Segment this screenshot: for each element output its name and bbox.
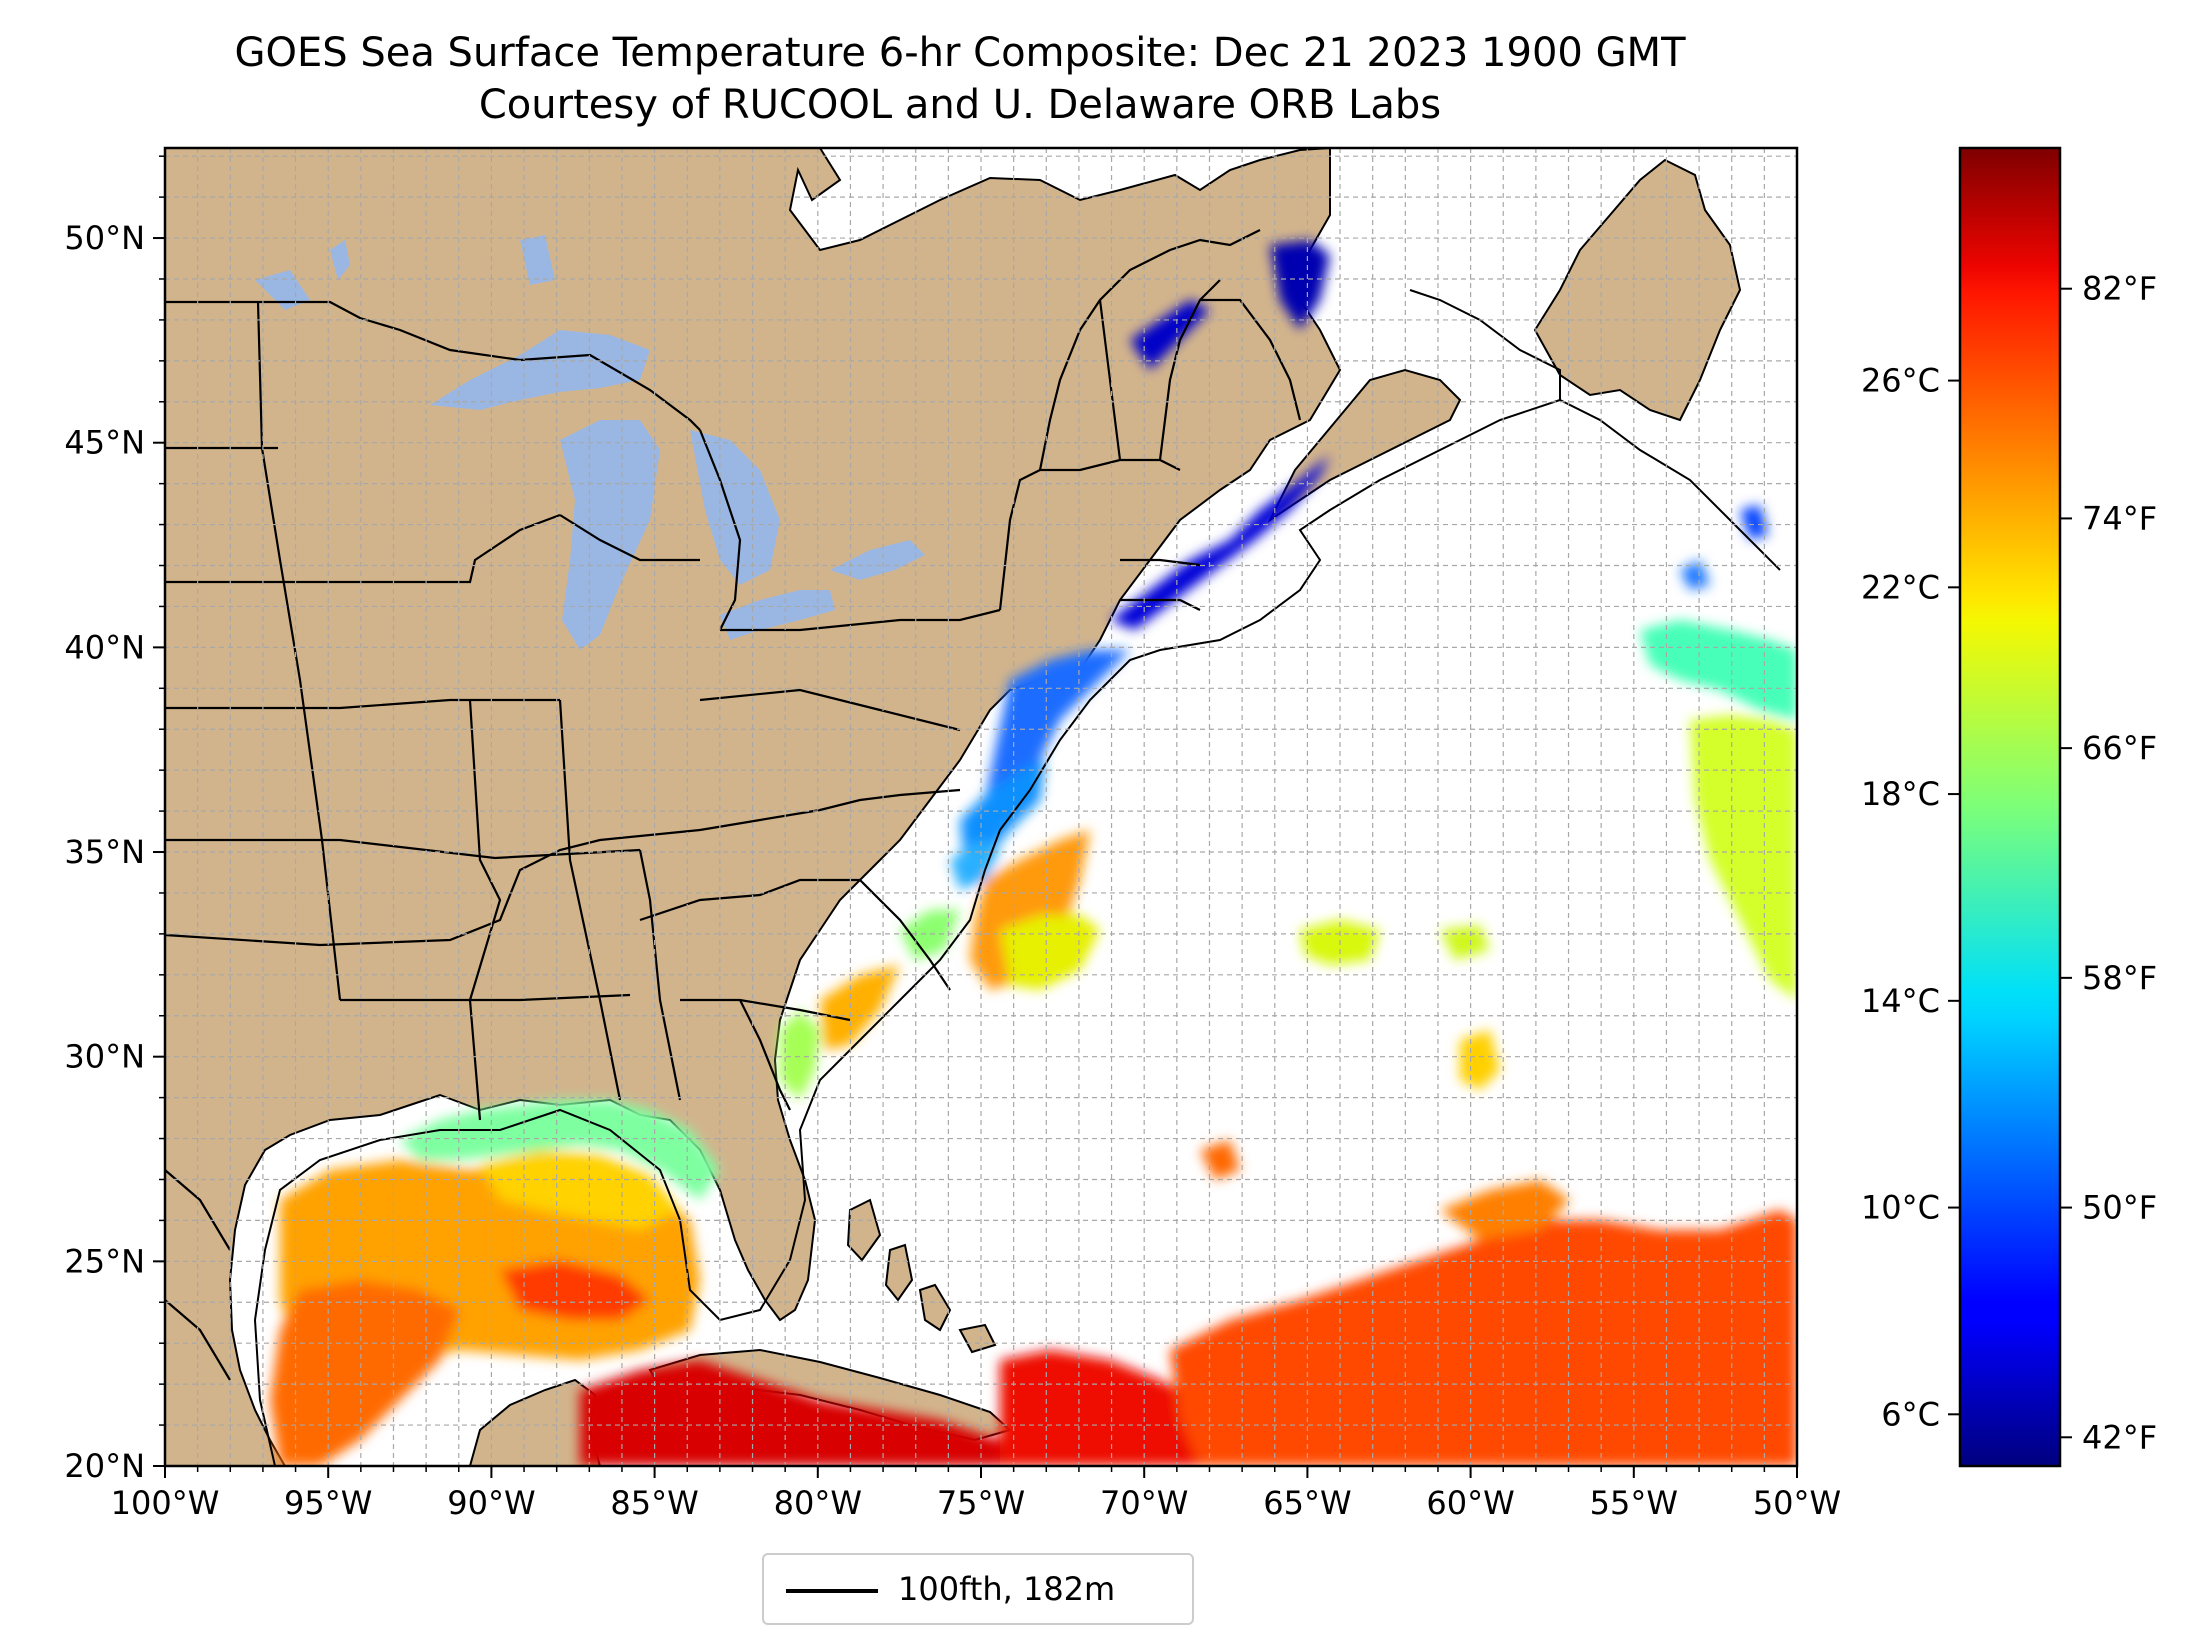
celsius-tick-label: 10°C (1861, 1189, 1940, 1227)
lat-tick-label: 20°N (64, 1447, 145, 1485)
lat-tick-label: 50°N (64, 219, 145, 257)
legend-isobath-label: 100fth, 182m (898, 1570, 1116, 1608)
land-newfoundland (1533, 158, 1742, 422)
political-boundaries (165, 229, 1302, 1381)
lat-tick-label: 45°N (64, 424, 145, 462)
fahrenheit-tick-label: 42°F (2082, 1418, 2157, 1456)
fahrenheit-tick-label: 66°F (2082, 729, 2157, 767)
lon-tick-label: 90°W (447, 1484, 535, 1522)
land-bahamas (846, 1198, 997, 1354)
lon-tick-label: 55°W (1590, 1484, 1678, 1522)
legend: 100fth, 182m (762, 1553, 1194, 1625)
celsius-tick-label: 26°C (1861, 362, 1940, 400)
map-subtitle: Courtesy of RUCOOL and U. Delaware ORB L… (478, 82, 1442, 128)
lon-tick-label: 65°W (1263, 1484, 1351, 1522)
lat-tick-label: 40°N (64, 628, 145, 666)
land-nova-scotia (1267, 368, 1462, 523)
celsius-tick-label: 18°C (1861, 775, 1940, 813)
celsius-tick-label: 6°C (1881, 1395, 1940, 1433)
map-title: GOES Sea Surface Temperature 6-hr Compos… (234, 30, 1686, 76)
lon-tick-label: 80°W (774, 1484, 862, 1522)
colorbar-frame (1958, 146, 2062, 1468)
fahrenheit-tick-label: 58°F (2082, 959, 2157, 997)
celsius-tick-label: 22°C (1861, 568, 1940, 606)
lon-tick-label: 50°W (1753, 1484, 1841, 1522)
lat-tick-label: 30°N (64, 1038, 145, 1076)
great-lakes (255, 235, 925, 650)
sst-data-layer (270, 240, 1797, 1466)
fahrenheit-tick-label: 82°F (2082, 270, 2157, 308)
lon-tick-label: 70°W (1100, 1484, 1188, 1522)
map-gridlines (165, 148, 1797, 1466)
fahrenheit-tick-label: 74°F (2082, 499, 2157, 537)
lat-tick-label: 25°N (64, 1242, 145, 1280)
colorbar-ticks: 6°C 10°C 14°C 18°C 22°C 26°C 42°F 50°F 58°F 66°F 7… (1861, 270, 2157, 1457)
lat-tick-label: 35°N (64, 833, 145, 871)
lon-tick-label: 100°W (111, 1484, 220, 1522)
lon-tick-label: 60°W (1426, 1484, 1514, 1522)
celsius-tick-label: 14°C (1861, 982, 1940, 1020)
lon-tick-label: 95°W (284, 1484, 372, 1522)
fahrenheit-tick-label: 50°F (2082, 1189, 2157, 1227)
lon-tick-label: 75°W (937, 1484, 1025, 1522)
colorbar: 6°C 10°C 14°C 18°C 22°C 26°C 42°F 50°F 58°F 66°F 7… (1861, 146, 2157, 1468)
colorbar-gradient (1960, 148, 2060, 1466)
lon-tick-label: 85°W (610, 1484, 698, 1522)
legend-isobath-swatch (786, 1589, 878, 1593)
map-axis-ticks: 100°W 95°W 90°W 85°W 80°W 75°W 70°W 65°W 60°W 55°… (64, 155, 1841, 1522)
